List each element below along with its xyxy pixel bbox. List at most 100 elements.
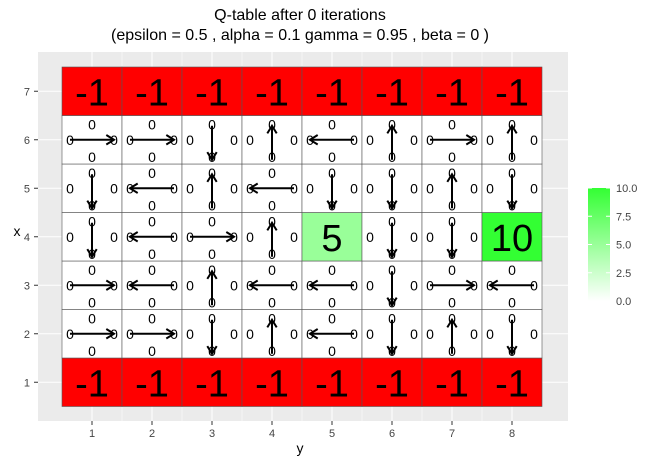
q-value-up: 0 [268, 165, 276, 181]
policy-arrowhead [266, 123, 278, 134]
q-value-left: 0 [186, 277, 194, 293]
penalty-value-label: -1 [255, 72, 289, 114]
q-value-down: 0 [148, 343, 156, 359]
q-value-up: 0 [88, 117, 96, 133]
q-value-right: 0 [410, 180, 418, 196]
policy-arrowhead [105, 279, 116, 291]
reward-value-label: 5 [321, 218, 342, 260]
q-value-down: 0 [148, 246, 156, 262]
policy-arrowhead [165, 328, 176, 340]
q-value-right: 0 [530, 132, 538, 148]
penalty-value-label: -1 [75, 363, 109, 405]
q-value-down: 0 [148, 198, 156, 214]
q-value-right: 0 [410, 277, 418, 293]
q-value-right: 0 [290, 326, 298, 342]
q-value-left: 0 [366, 132, 374, 148]
x-tick-label: 5 [329, 428, 335, 440]
q-value-right: 0 [170, 229, 178, 245]
q-value-up: 0 [508, 311, 516, 327]
q-value-up: 0 [148, 214, 156, 230]
y-tick-label: 2 [24, 329, 30, 341]
heatmap-cell [181, 66, 243, 116]
policy-arrowhead [248, 182, 259, 194]
penalty-value-label: -1 [375, 363, 409, 405]
penalty-value-label: -1 [315, 72, 349, 114]
q-value-down: 0 [148, 149, 156, 165]
penalty-value-label: -1 [195, 72, 229, 114]
policy-arrowhead [506, 200, 518, 211]
policy-arrowhead [506, 123, 518, 134]
penalty-value-label: -1 [135, 363, 169, 405]
q-value-down: 0 [208, 246, 216, 262]
legend-tick-label: 7.5 [616, 211, 631, 223]
policy-arrowhead [206, 151, 218, 162]
q-value-right: 0 [470, 229, 478, 245]
penalty-value-label: -1 [375, 72, 409, 114]
policy-arrowhead [386, 200, 398, 211]
chart-title-line2: (epsilon = 0.5 , alpha = 0.1 gamma = 0.9… [111, 27, 489, 44]
q-value-right: 0 [470, 180, 478, 196]
penalty-value-label: -1 [435, 363, 469, 405]
q-value-down: 0 [328, 149, 336, 165]
q-value-left: 0 [66, 229, 74, 245]
q-value-right: 0 [170, 180, 178, 196]
q-value-left: 0 [426, 180, 434, 196]
heatmap-cell [361, 66, 423, 116]
q-value-down: 0 [448, 295, 456, 311]
x-tick-label: 8 [509, 428, 515, 440]
q-value-right: 0 [470, 326, 478, 342]
q-value-right: 0 [350, 132, 358, 148]
q-value-up: 0 [388, 165, 396, 181]
q-value-down: 0 [148, 295, 156, 311]
heatmap-cell [61, 66, 123, 116]
q-value-left: 0 [306, 180, 314, 196]
policy-arrowhead [308, 328, 319, 340]
heatmap-cell [421, 357, 483, 407]
q-value-up: 0 [328, 165, 336, 181]
q-value-up: 0 [148, 311, 156, 327]
q-value-up: 0 [388, 311, 396, 327]
q-value-up: 0 [148, 117, 156, 133]
q-value-up: 0 [508, 262, 516, 278]
policy-arrowhead [266, 317, 278, 328]
penalty-value-label: -1 [255, 363, 289, 405]
reward-value-label: 10 [491, 218, 533, 260]
penalty-value-label: -1 [315, 363, 349, 405]
policy-arrowhead [446, 248, 458, 259]
x-tick-label: 6 [389, 428, 395, 440]
q-value-up: 0 [148, 262, 156, 278]
q-value-right: 0 [110, 180, 118, 196]
q-value-right: 0 [170, 277, 178, 293]
y-tick-label: 3 [24, 280, 30, 292]
q-value-right: 0 [110, 229, 118, 245]
colorbar-legend: 10.0 7.5 5.0 2.5 0.0 [588, 183, 637, 308]
policy-arrowhead [266, 220, 278, 231]
heatmap-cell [241, 357, 303, 407]
q-value-up: 0 [208, 311, 216, 327]
q-value-down: 0 [88, 149, 96, 165]
heatmap-cell [481, 66, 543, 116]
q-value-right: 0 [350, 326, 358, 342]
q-value-right: 0 [230, 326, 238, 342]
q-value-right: 0 [410, 229, 418, 245]
policy-arrowhead [128, 182, 139, 194]
q-value-down: 0 [88, 343, 96, 359]
policy-arrowhead [165, 134, 176, 146]
heatmap-cell [121, 357, 183, 407]
q-value-up: 0 [328, 311, 336, 327]
policy-arrowhead [386, 345, 398, 356]
x-tick-label: 2 [149, 428, 155, 440]
q-value-up: 0 [388, 262, 396, 278]
q-value-left: 0 [426, 326, 434, 342]
heatmap-cell [301, 212, 363, 262]
heatmap-cell [481, 357, 543, 407]
q-value-left: 0 [486, 326, 494, 342]
q-value-up: 0 [88, 165, 96, 181]
q-value-right: 0 [350, 180, 358, 196]
y-tick-label: 5 [24, 183, 30, 195]
x-tick-label: 3 [209, 428, 215, 440]
legend-colorbar [588, 188, 610, 301]
policy-arrowhead [446, 172, 458, 183]
